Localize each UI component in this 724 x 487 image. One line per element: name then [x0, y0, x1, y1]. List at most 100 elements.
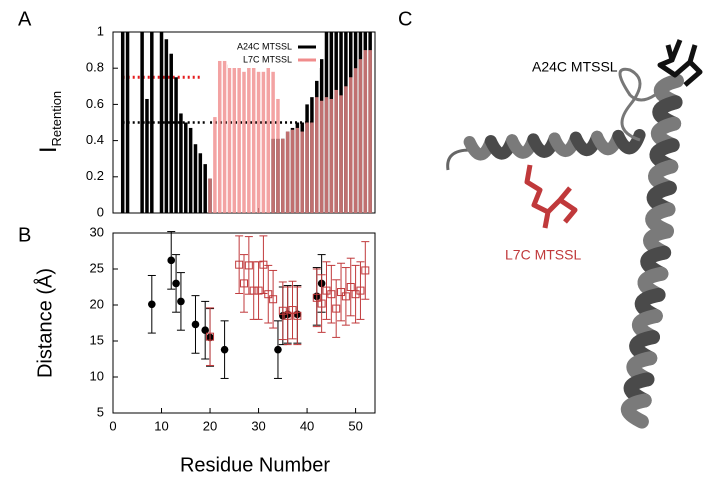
point: [167, 256, 176, 265]
y-label-main: I: [35, 146, 62, 153]
bar: [353, 68, 358, 213]
point: [235, 260, 244, 269]
bar: [242, 71, 246, 213]
x-tick-label: 10: [154, 418, 168, 433]
side-chain: [524, 164, 578, 229]
error-bar: [254, 261, 263, 320]
bar: [251, 60, 256, 214]
point: [148, 300, 156, 309]
point: [332, 304, 341, 313]
point: [337, 288, 346, 297]
bar: [237, 64, 241, 213]
point: [288, 306, 297, 315]
error-bar: [312, 268, 321, 328]
bar: [256, 71, 261, 213]
bar: [227, 64, 232, 213]
y-tick-label: 25: [90, 260, 104, 275]
point: [220, 345, 229, 354]
point: [312, 293, 321, 302]
bar: [348, 77, 353, 213]
point: [244, 261, 253, 270]
point: [191, 320, 200, 329]
error-bar: [206, 307, 215, 366]
point: [177, 297, 185, 306]
y-tick-label: 15: [90, 332, 104, 347]
point: [274, 345, 282, 354]
bar: [198, 153, 203, 213]
x-tick-label: 0: [109, 418, 116, 433]
error-bar: [293, 286, 302, 346]
y-tick-label: 0.6: [86, 96, 104, 111]
bar: [329, 98, 334, 213]
bar: [310, 122, 314, 213]
helix-ribbon: [612, 129, 646, 155]
error-bar: [264, 264, 273, 324]
y-tick-label: 0.2: [86, 168, 104, 183]
bar: [271, 71, 275, 213]
error-bar: [269, 269, 278, 329]
point: [269, 295, 278, 304]
point: [254, 286, 263, 295]
bar: [120, 32, 125, 213]
y-tick-label: 30: [90, 224, 104, 239]
structure-label: A24C MTSSL: [532, 59, 618, 75]
legend-box: [228, 38, 320, 68]
bar: [217, 60, 222, 214]
plot-frame: [112, 232, 376, 414]
error-bar: [332, 279, 341, 338]
bar: [324, 97, 329, 213]
error-bar: [288, 280, 297, 340]
bar: [193, 144, 198, 213]
bar: [174, 77, 178, 213]
bar: [150, 32, 154, 213]
side-chain: [657, 39, 703, 87]
point: [327, 290, 336, 299]
y-tick-label: 10: [90, 368, 104, 383]
bar: [232, 60, 237, 214]
point: [240, 279, 248, 288]
loop: [446, 148, 471, 171]
bar: [344, 86, 348, 213]
point: [206, 332, 215, 341]
y-label-sub: Retention: [49, 91, 64, 147]
point: [356, 286, 365, 295]
bar: [305, 122, 309, 213]
x-tick-label: 20: [203, 418, 217, 433]
point: [201, 326, 209, 335]
bar: [179, 113, 183, 213]
error-bar: [327, 264, 336, 324]
point: [293, 311, 302, 320]
error-bar: [235, 235, 244, 294]
error-bar: [322, 261, 331, 320]
bar: [285, 131, 290, 213]
panel-label: C: [398, 8, 412, 30]
bar: [334, 89, 338, 213]
error-bar: [283, 286, 292, 346]
bar: [315, 97, 319, 213]
bar: [169, 53, 173, 213]
loop: [618, 67, 656, 142]
bar: [159, 32, 164, 213]
bar: [295, 127, 300, 213]
error-bar: [240, 254, 248, 313]
bar: [247, 66, 251, 213]
point: [259, 260, 268, 269]
bar: [184, 122, 188, 213]
bar: [290, 129, 295, 213]
legend-label: A24C MTSSL: [237, 41, 292, 51]
bar: [145, 98, 149, 213]
error-bar: [351, 264, 360, 324]
error-bar: [361, 241, 370, 300]
bar: [276, 98, 280, 213]
bar: [203, 164, 207, 213]
legend-label: L7C MTSSL: [243, 54, 292, 64]
bar: [188, 127, 193, 213]
bar: [300, 131, 304, 213]
error-bar: [278, 281, 287, 341]
point: [264, 290, 273, 299]
y-tick-label: 0.4: [86, 132, 104, 147]
bar: [164, 39, 169, 213]
bar: [339, 95, 343, 213]
y-tick-label: 1: [97, 23, 104, 38]
